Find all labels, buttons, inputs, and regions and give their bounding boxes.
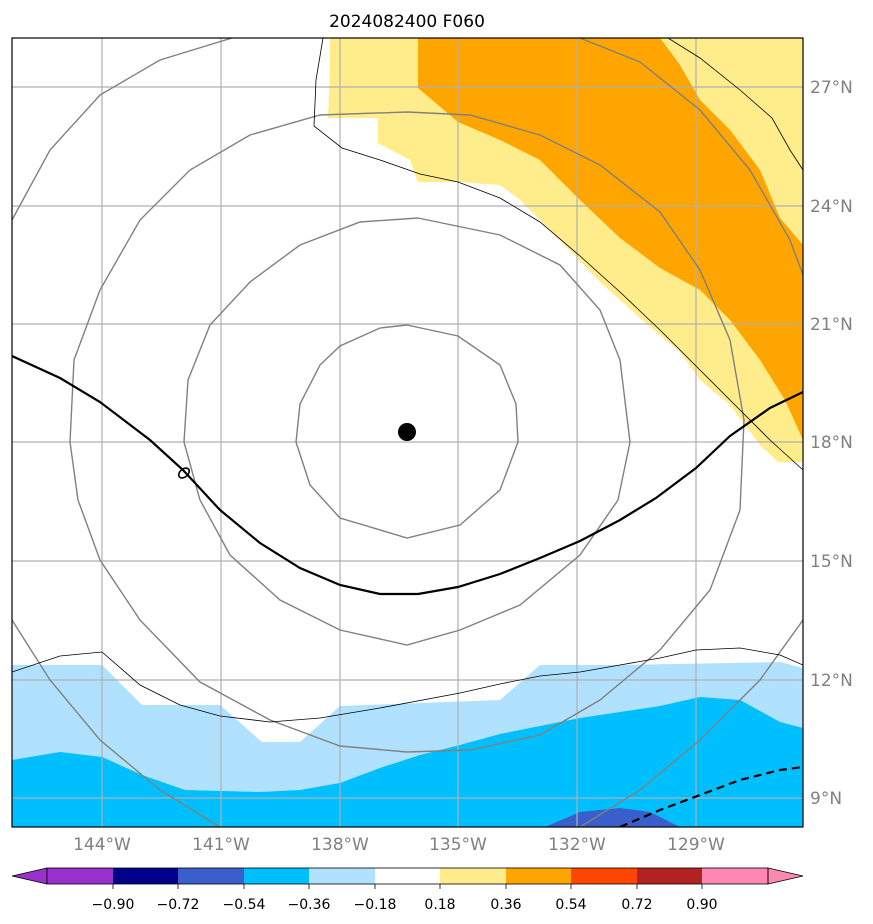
colorbar-ticks	[112, 884, 703, 889]
colorbar-label: −0.90	[92, 897, 135, 913]
colorbar-label: −0.18	[354, 897, 397, 913]
negative-anomaly-strong-region	[545, 808, 680, 827]
lat-label: 27°N	[810, 78, 853, 98]
lat-label: 18°N	[810, 433, 853, 453]
colorbar-segment	[375, 868, 440, 884]
positive-anomaly-strong-region	[418, 38, 803, 440]
colorbar-label: 0.36	[490, 897, 521, 913]
map-frame	[11, 37, 804, 828]
colorbar-label: −0.72	[157, 897, 200, 913]
colorbar-label: −0.36	[288, 897, 331, 913]
longitude-labels: 144°W 141°W 138°W 135°W 132°W 129°W	[73, 835, 725, 855]
colorbar: −0.90 −0.72 −0.54 −0.36 −0.18 0.18 0.36 …	[11, 867, 804, 913]
colorbar-segment	[571, 868, 637, 884]
colorbar-segment	[702, 868, 768, 884]
ring-4	[12, 38, 803, 827]
lon-label: 138°W	[311, 835, 369, 855]
lat-label: 9°N	[810, 789, 842, 809]
colorbar-label: 0.72	[621, 897, 652, 913]
colorbar-segment	[309, 868, 375, 884]
positive-anomaly-light-ne	[640, 38, 803, 140]
colorbar-frame	[46, 867, 769, 885]
colorbar-segment	[506, 868, 571, 884]
lat-label: 15°N	[810, 552, 853, 572]
lon-label: 129°W	[667, 835, 725, 855]
distance-rings	[12, 38, 803, 827]
negative-dashed-contour	[619, 765, 803, 827]
colorbar-label: 0.90	[686, 897, 717, 913]
lat-label: 24°N	[810, 197, 853, 217]
latitude-labels: 27°N 24°N 21°N 18°N 15°N 12°N 9°N	[810, 78, 853, 809]
colorbar-extend-high	[767, 867, 804, 885]
lon-label: 141°W	[192, 835, 250, 855]
thin-contours	[12, 38, 803, 723]
colorbar-label: 0.18	[424, 897, 455, 913]
lon-label: 144°W	[73, 835, 131, 855]
colorbar-segment	[637, 868, 702, 884]
map-area	[12, 38, 803, 827]
ring-2	[183, 217, 631, 646]
lat-label: 12°N	[810, 671, 853, 691]
colorbar-segment	[47, 868, 113, 884]
lon-label: 135°W	[429, 835, 487, 855]
negative-anomaly-medium-region	[12, 697, 803, 827]
storm-center-marker	[398, 423, 416, 441]
colorbar-label: −0.54	[223, 897, 266, 913]
colorbar-extend-low	[11, 867, 48, 885]
colorbar-segment	[178, 868, 244, 884]
lat-label: 21°N	[810, 315, 853, 335]
colorbar-segment	[440, 868, 506, 884]
contour-small-loop	[177, 467, 191, 479]
colorbar-label: 0.54	[555, 897, 586, 913]
ring-1	[295, 324, 519, 539]
ring-3	[69, 111, 745, 753]
colorbar-segment	[113, 868, 178, 884]
colorbar-segment	[244, 868, 309, 884]
lon-label: 132°W	[548, 835, 606, 855]
zero-contour	[12, 355, 803, 596]
map-title: 2024082400 F060	[329, 12, 485, 32]
